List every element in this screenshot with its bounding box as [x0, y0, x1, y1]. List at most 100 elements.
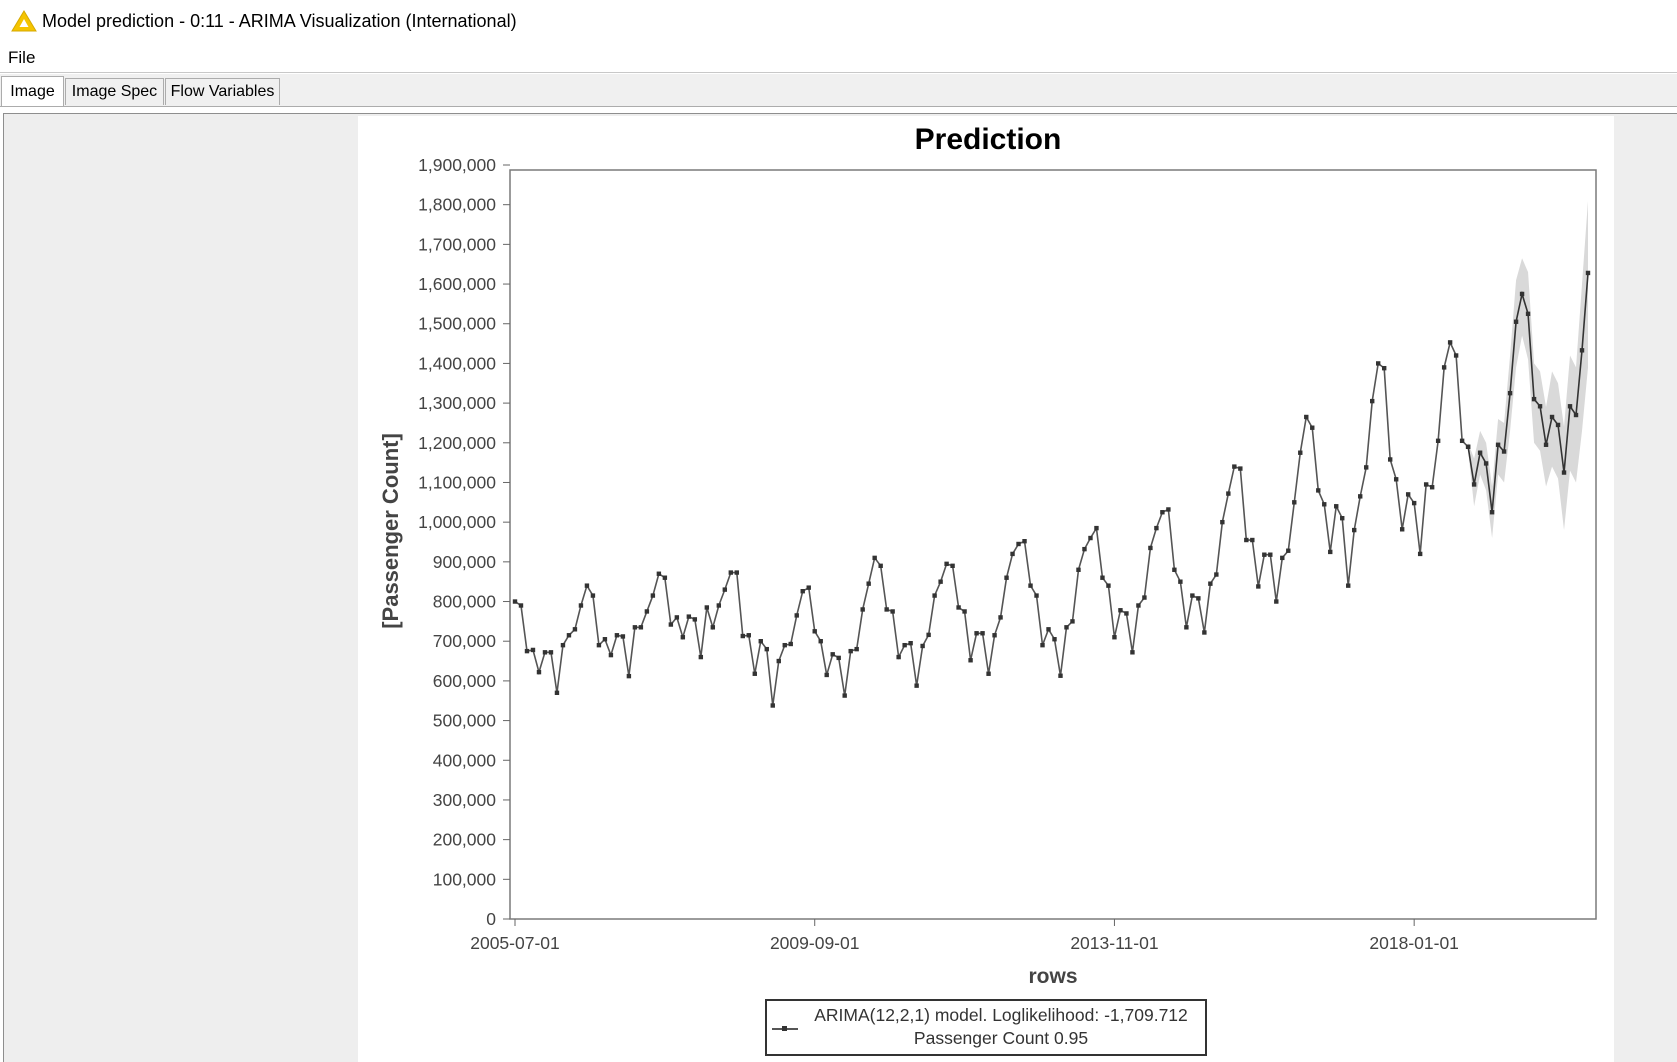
y-tick-label: 500,000 [433, 711, 497, 731]
forecast-point [1543, 442, 1549, 447]
history-point [1244, 537, 1249, 543]
history-point [692, 617, 698, 622]
y-tick-label: 400,000 [433, 750, 497, 770]
menu-file[interactable]: File [8, 48, 36, 67]
history-point [860, 607, 865, 612]
history-point [902, 642, 907, 648]
history-point [950, 563, 955, 569]
history-line [514, 339, 1469, 706]
history-point [566, 633, 572, 638]
history-point [824, 672, 829, 678]
y-tick-label: 1,200,000 [418, 433, 496, 453]
confidence-band [1468, 200, 1589, 539]
history-point [842, 693, 847, 698]
tab-image[interactable]: Image [1, 76, 64, 106]
history-point [1148, 545, 1153, 551]
history-point [1184, 625, 1189, 630]
history-point [1094, 525, 1099, 531]
window-title: Model prediction - 0:11 - ARIMA Visualiz… [42, 10, 517, 31]
history-point [806, 585, 811, 590]
x-axis: 2005-07-01 2009-09-01 2013-11-01 2018-01-01 [470, 919, 1459, 953]
history-point [836, 655, 841, 661]
history-point [1208, 581, 1213, 586]
history-point [1358, 494, 1363, 499]
history-point [638, 625, 644, 630]
history-point [548, 650, 554, 655]
history-point [1028, 583, 1033, 588]
history-point [662, 575, 668, 580]
history-point [1310, 425, 1315, 430]
tab-flow-variables[interactable]: Flow Variables [165, 78, 280, 105]
confidence-band-layer [1468, 200, 1589, 539]
history-point [1399, 527, 1405, 532]
history-point [776, 658, 781, 664]
history-point [644, 609, 650, 614]
history-point [590, 593, 596, 598]
history-point [560, 642, 566, 648]
history-point [1340, 515, 1345, 521]
history-point [728, 570, 733, 575]
forecast-point [1579, 348, 1585, 353]
history-point [1172, 567, 1177, 572]
history-point [1423, 482, 1429, 487]
legend-text: ARIMA(12,2,1) model. Loglikelihood: -1,7… [797, 1004, 1205, 1050]
forecast-point [1525, 311, 1531, 317]
history-point [578, 603, 584, 608]
history-point [1220, 519, 1225, 525]
tab-image-spec[interactable]: Image Spec [65, 78, 164, 105]
history-point [1016, 541, 1021, 547]
forecast-point [1585, 270, 1591, 276]
y-tick-label: 1,300,000 [418, 393, 496, 413]
history-point [1316, 488, 1321, 493]
history-point [956, 605, 961, 610]
forecast-point [1495, 442, 1501, 447]
legend-series-label: ARIMA(12,2,1) model. Loglikelihood: -1,7… [814, 1005, 1188, 1025]
y-tick-label: 1,700,000 [418, 234, 496, 254]
x-tick-label: 2018-01-01 [1369, 933, 1459, 953]
history-point [944, 561, 949, 567]
history-point [1417, 551, 1423, 557]
forecast-point [1489, 510, 1495, 515]
history-point [812, 629, 817, 634]
series-marker-layer [512, 270, 1591, 708]
y-tick-label: 1,500,000 [418, 314, 496, 334]
history-point [926, 632, 931, 638]
history-point [914, 683, 919, 688]
history-point [998, 615, 1003, 620]
prediction-chart: Prediction [Passenger Count] rows 0 100,0… [378, 123, 1597, 988]
history-point [1376, 361, 1381, 366]
history-point [1100, 575, 1105, 580]
history-point [524, 648, 530, 654]
history-point [770, 703, 775, 708]
history-point [1070, 619, 1075, 624]
y-tick-label: 700,000 [433, 631, 497, 651]
history-point [1166, 507, 1171, 512]
history-point [1106, 583, 1111, 588]
y-tick-label: 300,000 [433, 790, 497, 810]
forecast-point [1513, 319, 1519, 324]
history-point [1046, 627, 1051, 632]
history-point [1381, 365, 1387, 371]
history-point [1250, 537, 1255, 543]
history-point [1082, 546, 1087, 552]
history-point [602, 637, 608, 642]
history-point [554, 690, 560, 695]
history-point [1286, 548, 1291, 553]
history-point [1447, 340, 1453, 345]
history-point [1196, 596, 1201, 601]
forecast-point [1549, 414, 1555, 420]
history-point [1088, 535, 1093, 541]
y-tick-label: 800,000 [433, 592, 497, 612]
y-tick-label: 900,000 [433, 552, 497, 572]
history-point [788, 641, 793, 647]
history-point [740, 633, 745, 639]
history-point [1256, 584, 1261, 589]
history-point [980, 631, 985, 636]
history-point [752, 671, 757, 676]
history-point [656, 571, 662, 576]
history-point [1262, 552, 1267, 557]
y-axis-label: [Passenger Count] [378, 433, 403, 629]
history-point [992, 633, 997, 638]
history-point [1298, 450, 1303, 455]
